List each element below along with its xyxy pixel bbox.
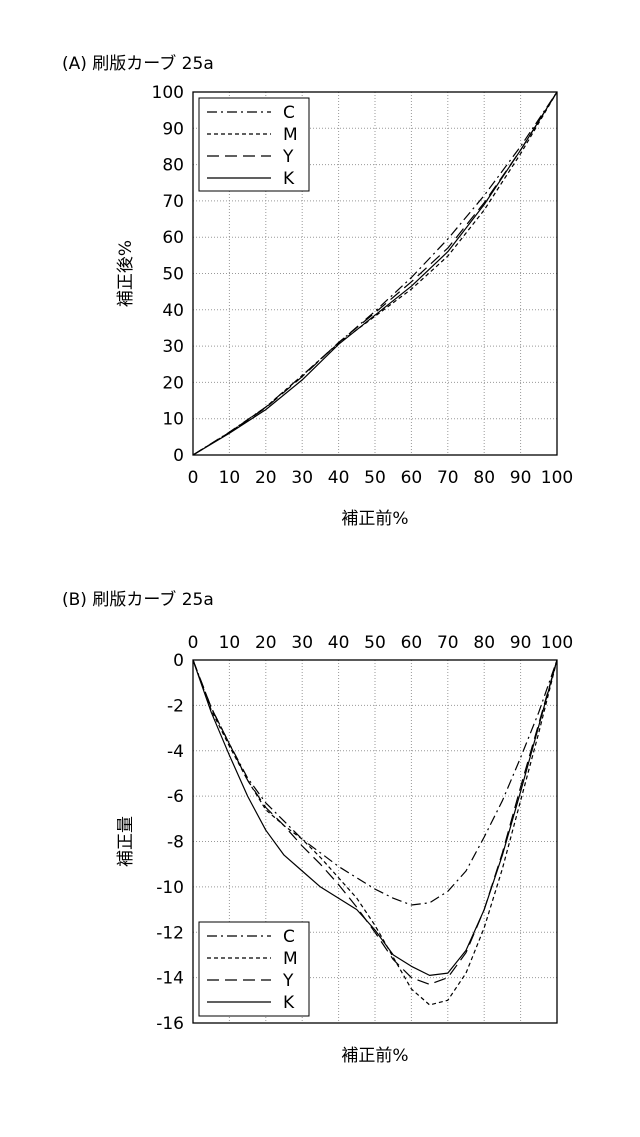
x-tick-label: 40 bbox=[328, 468, 350, 488]
y-tick-label: 90 bbox=[162, 119, 184, 139]
x-tick-label: 100 bbox=[541, 468, 573, 488]
x-tick-label: 10 bbox=[219, 468, 241, 488]
x-tick-label: 50 bbox=[364, 468, 386, 488]
legend-label-k: K bbox=[283, 993, 295, 1013]
y-tick-label: 60 bbox=[162, 228, 184, 248]
x-tick-label: 90 bbox=[510, 468, 532, 488]
y-tick-label: 40 bbox=[162, 301, 184, 321]
legend-box bbox=[198, 97, 310, 192]
x-tick-label: 70 bbox=[437, 633, 459, 653]
x-tick-label: 80 bbox=[473, 468, 495, 488]
y-tick-label: 0 bbox=[173, 446, 184, 466]
series-line-y bbox=[192, 91, 558, 456]
x-tick-label: 20 bbox=[255, 633, 277, 653]
y-tick-label: 70 bbox=[162, 192, 184, 212]
plot-frame bbox=[192, 91, 558, 456]
y-axis-label: 補正後% bbox=[116, 240, 136, 307]
series-line-k bbox=[192, 91, 558, 456]
y-tick-label: 0 bbox=[173, 651, 184, 671]
series-line-m bbox=[192, 659, 558, 1006]
y-tick-label: 50 bbox=[162, 265, 184, 285]
x-tick-label: 100 bbox=[541, 633, 573, 653]
legend-label-m: M bbox=[283, 125, 298, 145]
y-tick-label: 30 bbox=[162, 337, 184, 357]
x-tick-label: 0 bbox=[188, 633, 199, 653]
x-tick-label: 0 bbox=[188, 468, 199, 488]
x-axis-label: 補正前% bbox=[341, 1046, 408, 1066]
y-tick-label: 20 bbox=[162, 373, 184, 393]
y-tick-label: -2 bbox=[167, 696, 184, 716]
y-tick-label: -14 bbox=[156, 969, 184, 989]
x-axis-label: 補正前% bbox=[341, 509, 408, 529]
x-tick-label: 30 bbox=[291, 468, 313, 488]
y-tick-label: -8 bbox=[167, 833, 184, 853]
x-tick-label: 40 bbox=[328, 633, 350, 653]
legend-label-y: Y bbox=[282, 971, 294, 991]
x-tick-label: 20 bbox=[255, 468, 277, 488]
y-tick-label: 10 bbox=[162, 410, 184, 430]
x-tick-label: 30 bbox=[291, 633, 313, 653]
legend-label-k: K bbox=[283, 169, 295, 189]
y-tick-label: -16 bbox=[156, 1014, 184, 1034]
legend-label-y: Y bbox=[282, 147, 294, 167]
y-tick-label: -12 bbox=[156, 923, 184, 943]
legend-label-c: C bbox=[283, 103, 295, 123]
legend-label-c: C bbox=[283, 927, 295, 947]
panel-b-title: (B) 刷版カーブ 25a bbox=[62, 590, 214, 610]
plot-frame bbox=[192, 659, 558, 1024]
legend-label-m: M bbox=[283, 949, 298, 969]
panel-a-title: (A) 刷版カーブ 25a bbox=[62, 54, 214, 74]
x-tick-label: 60 bbox=[401, 633, 423, 653]
y-tick-label: -4 bbox=[167, 742, 184, 762]
y-tick-label: 100 bbox=[152, 83, 184, 103]
legend-box bbox=[198, 921, 310, 1017]
y-tick-label: 80 bbox=[162, 156, 184, 176]
y-axis-label: 補正量 bbox=[116, 816, 136, 867]
x-tick-label: 50 bbox=[364, 633, 386, 653]
x-tick-label: 80 bbox=[473, 633, 495, 653]
x-tick-label: 60 bbox=[401, 468, 423, 488]
x-tick-label: 10 bbox=[219, 633, 241, 653]
series-line-c bbox=[192, 659, 558, 906]
x-tick-label: 90 bbox=[510, 633, 532, 653]
y-tick-label: -10 bbox=[156, 878, 184, 898]
series-line-k bbox=[192, 659, 558, 977]
x-tick-label: 70 bbox=[437, 468, 459, 488]
y-tick-label: -6 bbox=[167, 787, 184, 807]
